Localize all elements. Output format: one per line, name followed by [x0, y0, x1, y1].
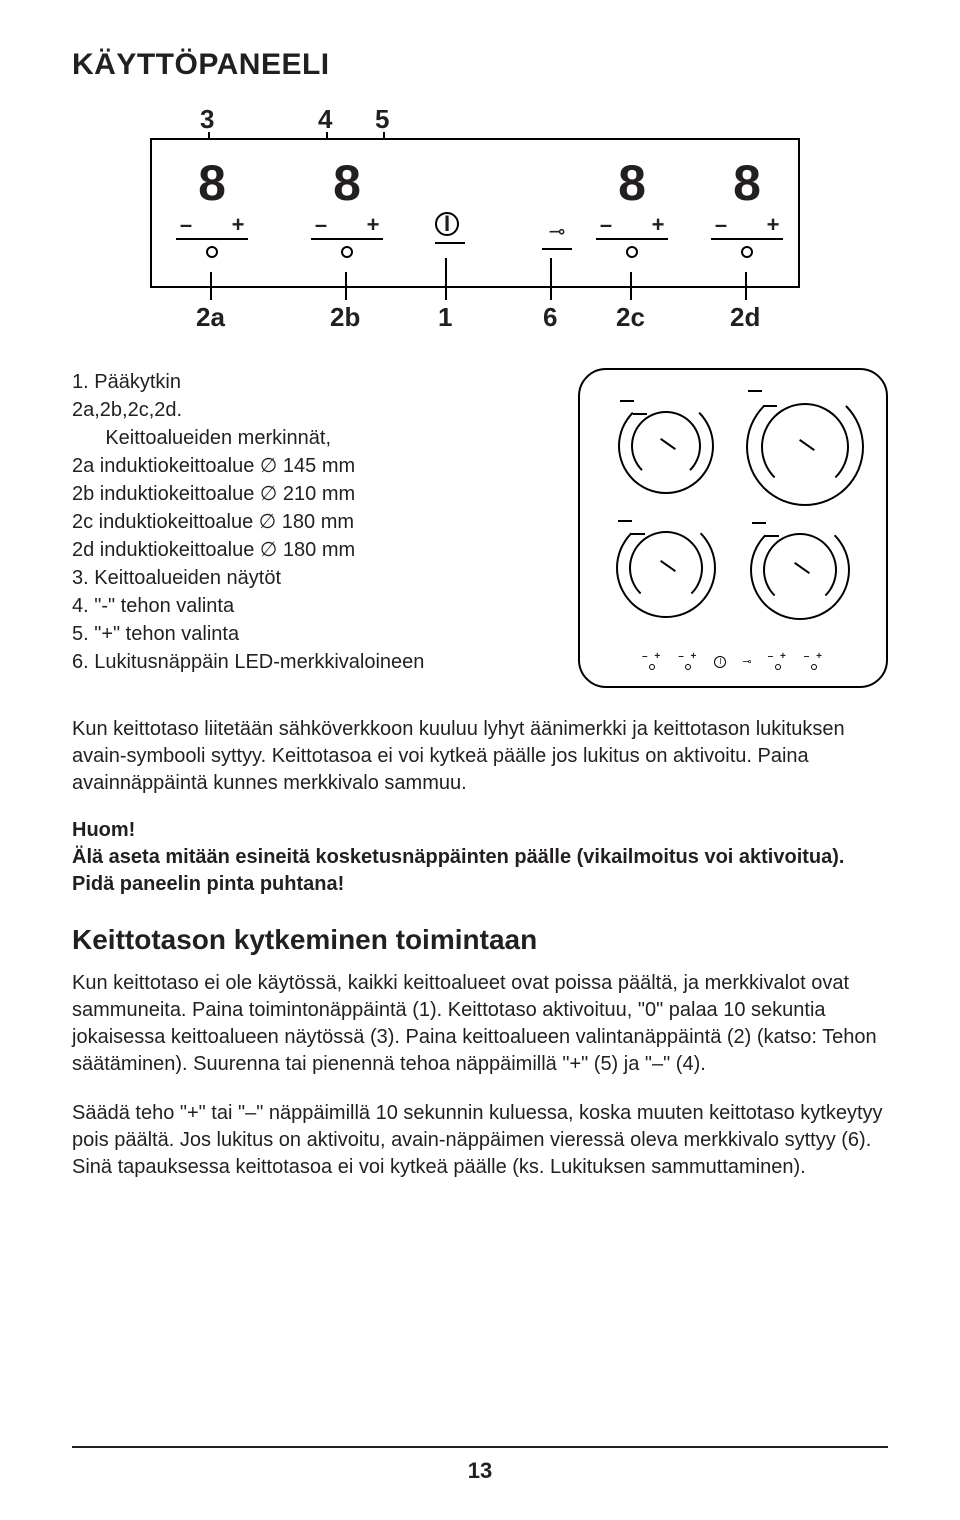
legend-6: 6. Lukitusnäppäin LED-merkkivaloineen	[72, 648, 540, 676]
plus-2b[interactable]: +	[363, 212, 383, 238]
legend-2d: 2d induktiokeittoalue ∅ 180 mm	[72, 536, 540, 564]
huom-text: Älä aseta mitään esineitä kosketusnäppäi…	[72, 844, 888, 898]
page-title: KÄYTTÖPANEELI	[72, 48, 888, 82]
lock-button[interactable]: ⊸	[542, 218, 572, 250]
legend-2-title: Keittoalueiden merkinnät,	[72, 424, 540, 452]
callout-3: 3	[200, 104, 214, 135]
legend-2b: 2b induktiokeittoalue ∅ 210 mm	[72, 480, 540, 508]
callout-5: 5	[375, 104, 389, 135]
legend-2a: 2a induktiokeittoalue ∅ 145 mm	[72, 452, 540, 480]
label-2d: 2d	[730, 302, 760, 333]
paragraph-2: Kun keittotaso ei ole käytössä, kaikki k…	[72, 970, 888, 1078]
minus-2b[interactable]: –	[311, 212, 331, 238]
label-2c: 2c	[616, 302, 645, 333]
legend-2c: 2c induktiokeittoalue ∅ 180 mm	[72, 508, 540, 536]
legend-5: 5. "+" tehon valinta	[72, 620, 540, 648]
label-2b: 2b	[330, 302, 360, 333]
hob-mini-panel: – + – + I ⊸ – + – +	[580, 651, 886, 672]
bottom-callouts: 2a 2b 1 6 2c 2d	[150, 288, 800, 328]
display-2a: 8	[172, 158, 252, 208]
legend-3: 3. Keittoalueiden näytöt	[72, 564, 540, 592]
legend-list: 1. Pääkytkin 2a,2b,2c,2d. Keittoalueiden…	[72, 368, 540, 688]
led-2c	[626, 246, 638, 258]
huom-label: Huom!	[72, 819, 888, 842]
plus-2a[interactable]: +	[228, 212, 248, 238]
display-2d: 8	[707, 158, 787, 208]
display-2c: 8	[592, 158, 672, 208]
zone-2a: 8 – +	[172, 158, 252, 258]
display-2b: 8	[307, 158, 387, 208]
label-6: 6	[543, 302, 557, 333]
paragraph-1: Kun keittotaso liitetään sähköverkkoon k…	[72, 716, 888, 797]
callout-4: 4	[318, 104, 332, 135]
label-2a: 2a	[196, 302, 225, 333]
label-1: 1	[438, 302, 452, 333]
minus-2a[interactable]: –	[176, 212, 196, 238]
panel-box: 8 – + 8 – + I ⊸	[150, 138, 800, 288]
zone-2b: 8 – +	[307, 158, 387, 258]
hob-top-diagram: – + – + I ⊸ – + – +	[578, 368, 888, 688]
plus-2c[interactable]: +	[648, 212, 668, 238]
led-2d	[741, 246, 753, 258]
zone-2c: 8 – +	[592, 158, 672, 258]
led-2a	[206, 246, 218, 258]
section-heading: Keittotason kytkeminen toimintaan	[72, 924, 888, 956]
page-number: 13	[72, 1458, 888, 1484]
zone-2d: 8 – +	[707, 158, 787, 258]
control-panel-diagram: 3 4 5 8 – + 8 – + I	[150, 104, 888, 328]
minus-2c[interactable]: –	[596, 212, 616, 238]
legend-4: 4. "-" tehon valinta	[72, 592, 540, 620]
footer: 13	[72, 1446, 888, 1484]
power-button[interactable]: I	[435, 212, 465, 244]
power-icon: I	[444, 211, 450, 237]
legend-1: 1. Pääkytkin	[72, 368, 540, 396]
key-icon: ⊸	[549, 221, 566, 243]
mini-power-icon: I	[714, 656, 726, 668]
plus-2d[interactable]: +	[763, 212, 783, 238]
led-2b	[341, 246, 353, 258]
legend-2-header: 2a,2b,2c,2d.	[72, 396, 540, 424]
paragraph-3: Säädä teho "+" tai "–" näppäimillä 10 se…	[72, 1100, 888, 1181]
minus-2d[interactable]: –	[711, 212, 731, 238]
